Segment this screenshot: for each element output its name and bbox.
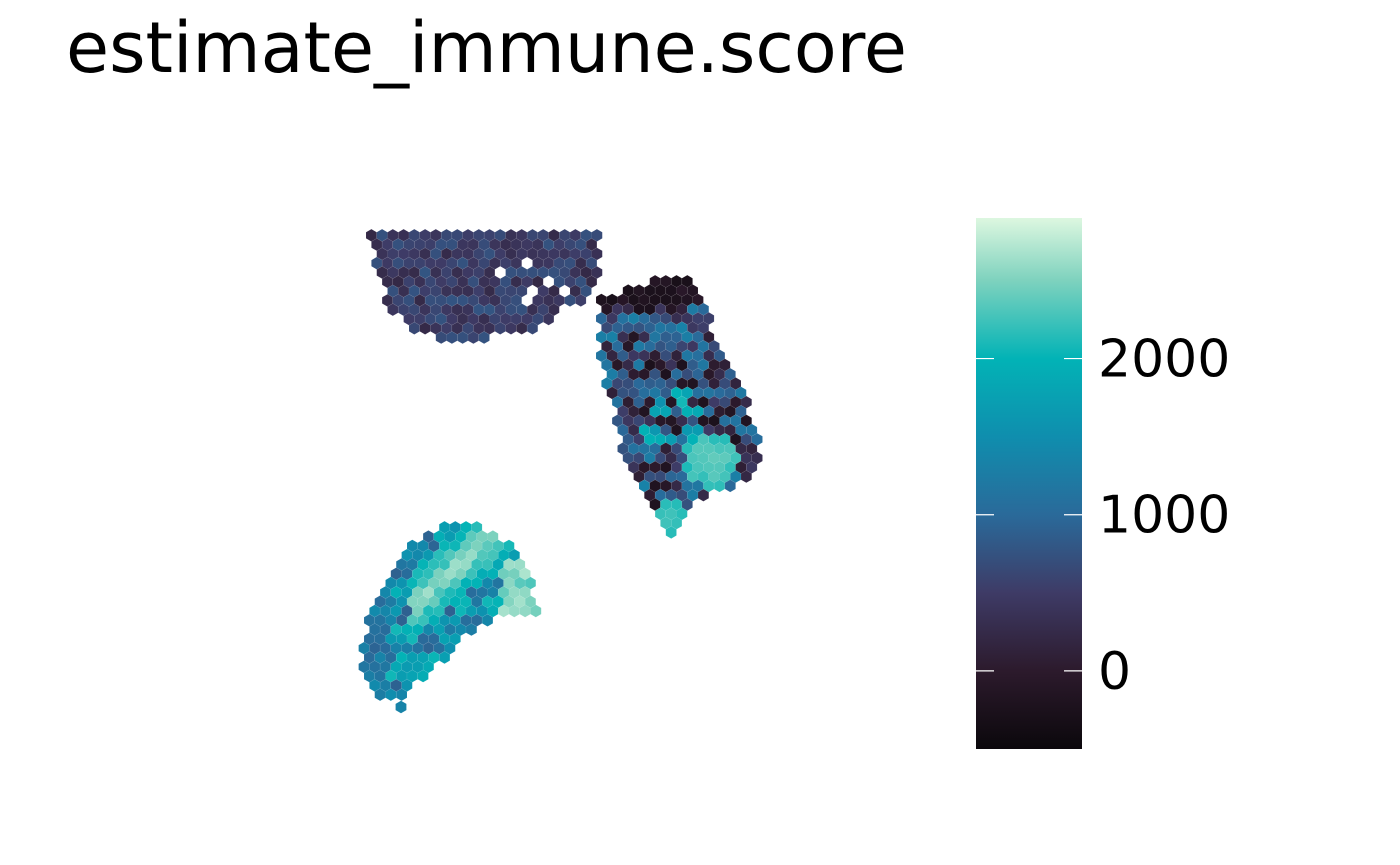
tissue-spot <box>481 613 494 627</box>
tissue-spot <box>417 669 429 683</box>
tissue-spot <box>530 604 542 618</box>
tissue-spot <box>665 525 677 539</box>
tissue-spot <box>438 651 451 664</box>
tissue-spot <box>478 331 490 345</box>
colorbar-tick-label: 1000 <box>1098 486 1230 546</box>
chart-title: estimate_immune.score <box>66 7 907 89</box>
tissue-spot <box>724 479 736 493</box>
colorbar-legend: 0 1000 2000 <box>976 218 1230 749</box>
spot-layer <box>358 228 763 714</box>
tissue-spot <box>526 321 539 335</box>
colorbar-tick-label: 2000 <box>1098 330 1230 390</box>
colorbar-gradient <box>976 218 1082 749</box>
colorbar-tick-label: 0 <box>1098 642 1131 702</box>
tissue-spot <box>465 623 478 637</box>
tissue-spot <box>740 470 752 484</box>
tissue-spot <box>697 488 710 502</box>
tissue-spot <box>395 700 407 714</box>
tissue-spot <box>542 312 555 326</box>
tissue-spot <box>575 293 587 307</box>
tissue-spot <box>395 688 408 702</box>
